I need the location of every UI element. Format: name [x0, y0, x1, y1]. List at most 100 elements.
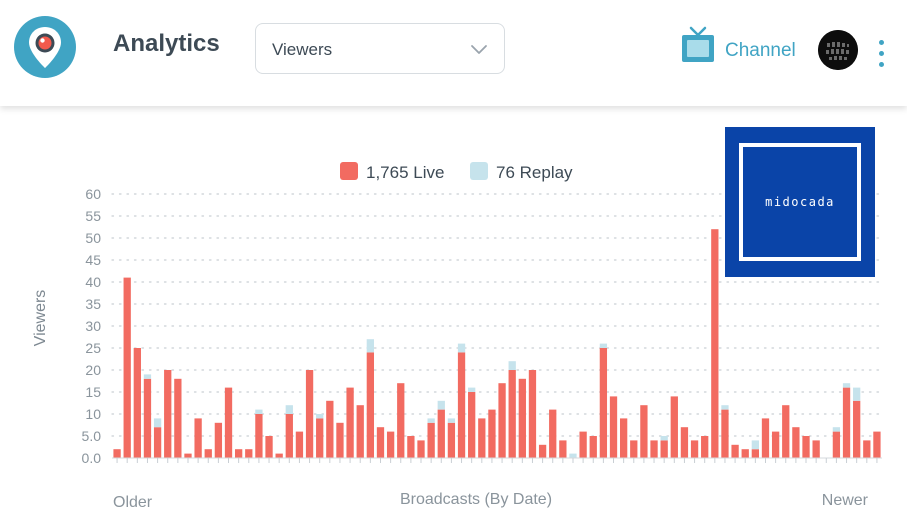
bar-live[interactable] — [427, 422, 435, 458]
bar-live[interactable] — [599, 348, 608, 458]
bar-replay[interactable] — [153, 418, 162, 428]
bar-live[interactable] — [589, 436, 597, 458]
metric-select[interactable]: Viewers — [255, 23, 505, 74]
bar-live[interactable] — [508, 370, 516, 458]
bar-live[interactable] — [376, 427, 385, 458]
bar-live[interactable] — [407, 436, 415, 458]
bar-live[interactable] — [812, 440, 820, 458]
bar-live[interactable] — [123, 277, 131, 458]
bar-live[interactable] — [153, 427, 162, 458]
bar-live[interactable] — [234, 449, 243, 458]
bar-live[interactable] — [417, 440, 425, 458]
bar-replay[interactable] — [316, 414, 324, 419]
bar-replay[interactable] — [437, 400, 445, 410]
bar-replay[interactable] — [599, 343, 608, 348]
bar-replay[interactable] — [427, 418, 435, 423]
bar-live[interactable] — [741, 449, 749, 458]
bar-live[interactable] — [832, 431, 841, 458]
bar-live[interactable] — [488, 409, 496, 458]
bar-replay[interactable] — [143, 374, 152, 379]
bar-replay[interactable] — [660, 436, 668, 441]
bar-live[interactable] — [711, 229, 719, 458]
bar-live[interactable] — [650, 440, 658, 458]
bar-live[interactable] — [133, 348, 141, 458]
bar-live[interactable] — [498, 383, 506, 458]
channel-link[interactable]: Channel — [680, 26, 805, 72]
bar-live[interactable] — [316, 418, 324, 458]
bar-replay[interactable] — [853, 387, 861, 401]
bar-live[interactable] — [397, 383, 405, 458]
avatar[interactable] — [818, 30, 858, 70]
bar-live[interactable] — [579, 431, 587, 458]
bar-live[interactable] — [245, 449, 253, 458]
bar-live[interactable] — [326, 400, 334, 458]
bar-live[interactable] — [518, 378, 526, 458]
bar-live[interactable] — [630, 440, 638, 458]
bar-live[interactable] — [295, 431, 304, 458]
bar-live[interactable] — [559, 440, 567, 458]
periscope-logo-icon[interactable] — [14, 16, 76, 78]
bar-replay[interactable] — [842, 383, 851, 388]
bar-live[interactable] — [164, 370, 172, 458]
bar-live[interactable] — [336, 422, 344, 458]
bar-live[interactable] — [853, 400, 861, 458]
bar-live[interactable] — [802, 436, 810, 458]
bar-live[interactable] — [366, 352, 375, 458]
bar-live[interactable] — [690, 440, 699, 458]
bar-live[interactable] — [174, 378, 182, 458]
bar-live[interactable] — [305, 370, 314, 458]
x-end-label: Newer — [822, 492, 869, 509]
bar-live[interactable] — [113, 449, 121, 458]
bar-replay[interactable] — [508, 361, 516, 370]
bar-live[interactable] — [265, 436, 273, 458]
bar-replay[interactable] — [366, 339, 375, 353]
more-vertical-icon[interactable] — [873, 40, 891, 70]
bar-replay[interactable] — [285, 405, 293, 414]
bar-live[interactable] — [549, 409, 557, 458]
bar-live[interactable] — [194, 418, 202, 458]
bar-live[interactable] — [457, 352, 466, 458]
bar-live[interactable] — [842, 387, 851, 458]
bar-replay[interactable] — [457, 343, 466, 353]
bar-live[interactable] — [356, 405, 364, 458]
bar-live[interactable] — [437, 409, 445, 458]
bar-live[interactable] — [751, 449, 760, 458]
bar-live[interactable] — [873, 431, 881, 458]
bar-live[interactable] — [386, 431, 395, 458]
bar-live[interactable] — [782, 405, 790, 458]
bar-live[interactable] — [224, 387, 233, 458]
bar-live[interactable] — [701, 436, 709, 458]
bar-live[interactable] — [670, 396, 678, 458]
bar-live[interactable] — [346, 387, 354, 458]
bar-live[interactable] — [609, 396, 618, 458]
bar-live[interactable] — [214, 422, 223, 458]
bar-replay[interactable] — [468, 387, 476, 392]
bar-live[interactable] — [478, 418, 486, 458]
bar-live[interactable] — [680, 427, 689, 458]
bar-replay[interactable] — [721, 405, 729, 410]
bar-live[interactable] — [538, 444, 547, 458]
bar-live[interactable] — [184, 453, 192, 458]
bar-live[interactable] — [863, 440, 871, 458]
bar-live[interactable] — [640, 405, 648, 458]
bar-live[interactable] — [255, 414, 263, 458]
bar-live[interactable] — [660, 440, 668, 458]
bar-live[interactable] — [619, 418, 628, 458]
bar-live[interactable] — [285, 414, 293, 458]
bar-live[interactable] — [792, 427, 800, 458]
bar-live[interactable] — [721, 409, 729, 458]
bar-live[interactable] — [143, 378, 152, 458]
bar-live[interactable] — [468, 392, 476, 458]
bar-replay[interactable] — [447, 418, 456, 423]
bar-live[interactable] — [204, 449, 212, 458]
bar-replay[interactable] — [569, 453, 577, 458]
bar-live[interactable] — [771, 431, 780, 458]
bar-live[interactable] — [447, 422, 456, 458]
bar-live[interactable] — [275, 453, 283, 458]
bar-live[interactable] — [528, 370, 537, 458]
bar-replay[interactable] — [255, 409, 263, 414]
bar-replay[interactable] — [832, 427, 841, 432]
bar-live[interactable] — [731, 444, 739, 458]
bar-live[interactable] — [761, 418, 770, 458]
bar-replay[interactable] — [751, 440, 760, 450]
